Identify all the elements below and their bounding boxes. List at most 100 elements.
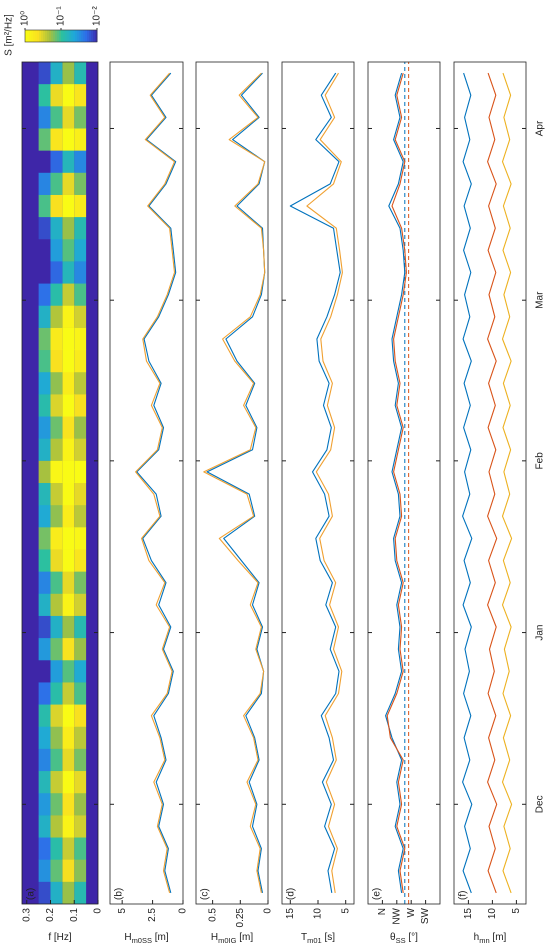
heatmap-cell [50,770,63,794]
y-tick-label: 2.5 [147,908,158,922]
heatmap-cell [38,726,51,749]
colorbar-segment [85,30,88,42]
heatmap-cell [38,527,51,550]
y-tick-label: 5 [511,908,522,914]
heatmap-cell [38,349,51,373]
series-line [487,72,498,894]
x-tick-label: Apr [535,120,546,136]
heatmap-cell [62,792,75,816]
heatmap-cell [74,261,87,284]
heatmap-cell [74,238,87,262]
colorbar-segment [67,30,70,42]
heatmap-cell [62,238,75,262]
heatmap-cell [74,460,87,483]
heatmap-cell [50,482,63,506]
y-tick-label: 15 [463,908,474,920]
colorbar-segment [81,30,84,42]
heatmap-cell [62,150,75,173]
colorbar-segment [57,30,60,42]
heatmap-cell [38,194,51,218]
heatmap-cell [74,748,87,772]
y-axis-label-part: [m] [490,932,507,943]
heatmap-cell [38,482,51,506]
x-tick-label: Dec [535,795,546,813]
colorbar-segment [25,30,28,42]
colorbar-segment [33,30,36,42]
panel-label: (f) [458,891,469,900]
heatmap-cell [50,283,63,306]
heatmap-cell [74,704,87,727]
heatmap-cell [50,61,63,85]
heatmap-cell [38,128,51,151]
y-tick-label: 5 [340,908,351,914]
heatmap-cell [62,704,75,727]
colorbar-segment [39,30,42,42]
colorbar-segment [55,30,58,42]
heatmap-cell [74,527,87,550]
heatmap-cell [74,106,87,129]
heatmap-cell [38,682,51,705]
y-tick-label: 0.3 [21,908,32,922]
heatmap-cell [62,682,75,705]
heatmap-cell [62,438,75,461]
heatmap-cell [50,881,63,904]
y-tick-label: 0.5 [207,908,218,922]
heatmap-cell [74,371,87,395]
y-axis-label-part: m0SS [132,936,152,945]
heatmap-cell [38,549,51,572]
heatmap-cell [74,837,87,860]
heatmap-cell [62,482,75,506]
y-axis-label-part: h [474,932,480,943]
heatmap-cell [74,216,87,240]
y-axis-label: f [Hz] [48,932,72,943]
y-tick-label: 0.2 [45,908,56,922]
heatmap-cell [50,371,63,395]
colorbar-segment [75,30,78,42]
colorbar-segment [69,30,72,42]
y-axis-label-part: [°] [406,932,419,943]
heatmap-cell [38,571,51,594]
heatmap-cell [62,770,75,794]
heatmap-cell [50,128,63,151]
heatmap-cell [62,637,75,661]
heatmap-cell [50,106,63,129]
heatmap-cell [62,881,75,904]
heatmap-cell [50,792,63,816]
heatmap-cell [50,682,63,705]
heatmap-cell [38,881,51,904]
colorbar-segment [73,30,76,42]
heatmap-cell [62,216,75,240]
y-tick-label: N [377,908,388,915]
series-line [462,72,473,894]
heatmap-cell [74,615,87,639]
heatmap-cell [38,172,51,195]
colorbar-segment [43,30,46,42]
y-axis-label-part: H [124,932,131,943]
heatmap-cell [38,371,51,395]
heatmap-cell [38,460,51,483]
heatmap-cell [74,881,87,904]
heatmap-cell [50,527,63,550]
heatmap-cell [62,571,75,594]
series-line [386,72,407,893]
y-axis-label-part: [m] [152,932,169,943]
x-tick-label: Feb [535,452,546,470]
heatmap-cell [62,261,75,284]
y-axis-label-part: H [211,932,218,943]
heatmap-cell [62,83,75,107]
colorbar-segment [87,30,90,42]
heatmap-cell [74,150,87,173]
heatmap-cell [38,593,51,616]
panel-frame [453,61,527,905]
heatmap-cell [62,371,75,395]
heatmap-cell [38,859,51,882]
heatmap-cell [62,815,75,838]
heatmap-cell [74,83,87,107]
heatmap-cell [74,482,87,506]
colorbar-segment [37,30,40,42]
y-axis-label-part: θ [390,932,396,943]
heatmap-cell [50,748,63,772]
heatmap-cell [62,283,75,306]
colorbar-segment [41,30,44,42]
